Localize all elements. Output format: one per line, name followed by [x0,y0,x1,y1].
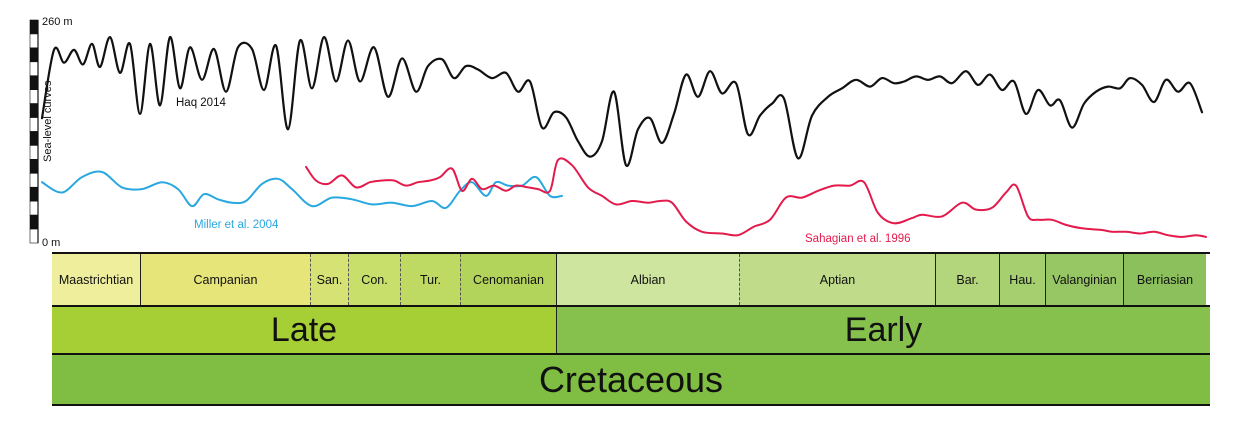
y-scale-bar [29,19,39,244]
epoch-label: Early [844,310,923,349]
stage-label: Albian [630,272,666,287]
scale-bar-segment [29,186,39,202]
series-line-sahagian-et-al-1996 [305,157,1207,238]
stage-label: Berriasian [1136,272,1194,287]
stage-label: Hau. [1009,272,1036,287]
stage-cell: Cenomanian [460,254,556,305]
scale-bar-segment [29,19,39,35]
stage-cell: Albian [556,254,739,305]
stage-cell: Berriasian [1123,254,1206,305]
stage-label: San. [316,272,343,287]
period-label: Cretaceous [538,358,724,400]
scale-bar-segment [29,103,39,118]
epoch-row: Late Early [52,307,1210,355]
y-tick-label-bottom: 0 m [42,237,60,249]
epoch-cell: Late [52,307,556,353]
stage-label: Maastrichtian [58,272,134,287]
period-row: Cretaceous [52,355,1210,406]
stage-label: Tur. [419,272,442,287]
sea-level-chart: 260 m 0 m Sea-level curves Haq 2014 Mill… [29,16,1207,249]
series-label-sahagian: Sahagian et al. 1996 [805,233,911,245]
stage-cell: Aptian [739,254,935,305]
stage-cell: Tur. [400,254,460,305]
stage-label: Cenomanian [473,272,544,287]
scale-bar-segment [29,33,39,49]
stage-label: Bar. [956,272,979,287]
stage-label: Aptian [819,272,856,287]
scale-bar-segment [29,200,39,216]
stage-cell: Bar. [935,254,999,305]
series-line-haq-2014 [40,35,1204,167]
scale-bar-segment [29,214,39,230]
scale-bar-segment [29,131,39,146]
scale-bar-segment [29,47,39,63]
stage-label: Campanian [193,272,258,287]
scale-bar-segment [29,61,39,77]
series-label-haq: Haq 2014 [176,97,226,109]
stage-cell: Valanginian [1045,254,1123,305]
epoch-cell: Early [556,307,1210,353]
stage-label: Con. [361,272,388,287]
epoch-label: Late [270,310,338,349]
stage-cell: Maastrichtian [52,254,140,305]
period-cell: Cretaceous [52,355,1210,404]
scale-bar-segment [29,145,39,160]
stage-cell: Campanian [140,254,310,305]
y-tick-label-top: 260 m [42,16,73,28]
stage-row: Maastrichtian Campanian San. Con. Tur. Cenoma… [52,252,1210,307]
scale-bar-segment [29,228,39,244]
scale-bar-segment [29,159,39,174]
stage-label: Valanginian [1052,272,1117,287]
scale-bar-segment [29,75,39,90]
stage-cell: San. [310,254,348,305]
series-layer [40,35,1207,238]
scale-bar-segment [29,89,39,104]
scale-bar-segment [29,117,39,132]
scale-bar-segment [29,173,39,188]
y-axis-label: Sea-level curves [42,80,54,162]
series-label-miller: Miller et al. 2004 [194,219,279,231]
stage-cell: Hau. [999,254,1045,305]
stage-cell: Con. [348,254,400,305]
